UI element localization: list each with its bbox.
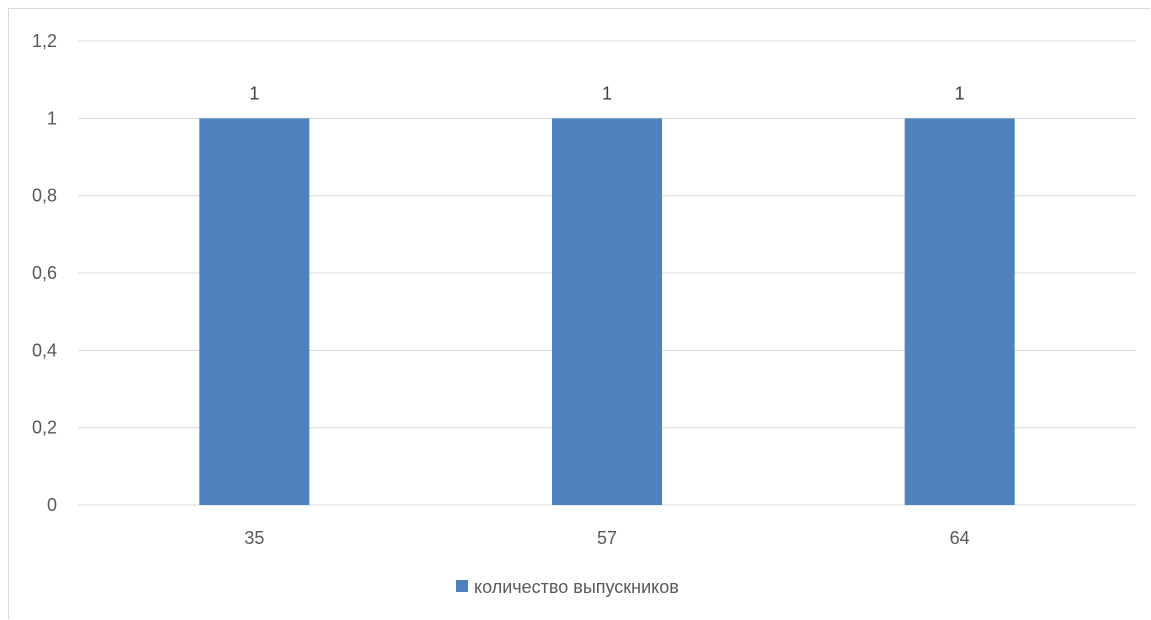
bar (199, 118, 310, 505)
data-label: 1 (249, 83, 259, 103)
bar (904, 118, 1015, 505)
y-tick-label: 0,6 (32, 263, 57, 283)
y-tick-label: 1,2 (32, 31, 57, 51)
data-label: 1 (955, 83, 965, 103)
x-tick-label: 64 (950, 528, 970, 548)
y-tick-label: 0,8 (32, 186, 57, 206)
y-tick-label: 0 (47, 495, 57, 515)
data-label: 1 (602, 83, 612, 103)
legend: количество выпускников (456, 577, 679, 597)
x-tick-label: 35 (244, 528, 264, 548)
legend-swatch (456, 580, 468, 592)
y-tick-label: 1 (47, 108, 57, 128)
y-tick-label: 0,2 (32, 418, 57, 438)
y-axis-tick-labels: 0 0,2 0,4 0,6 0,8 1 1,2 (32, 31, 57, 515)
y-tick-label: 0,4 (32, 340, 57, 360)
data-labels: 1 1 1 (249, 83, 964, 103)
x-axis-tick-labels: 35 57 64 (244, 528, 969, 548)
legend-label: количество выпускников (474, 577, 679, 597)
bar (552, 118, 662, 505)
x-tick-label: 57 (597, 528, 617, 548)
bar-series (199, 118, 1015, 505)
